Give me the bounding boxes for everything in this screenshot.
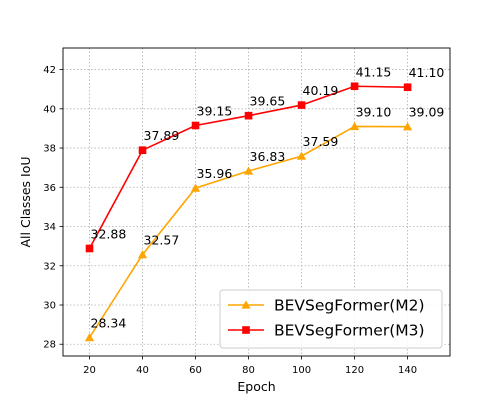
series-layer — [84, 82, 413, 342]
y-tick-label: 38 — [43, 144, 56, 155]
data-point-series-1 — [190, 183, 201, 192]
data-point-series-1 — [243, 166, 254, 175]
x-tick-label: 60 — [189, 365, 202, 376]
legend-box — [219, 289, 443, 349]
data-label-series-2: 32.88 — [91, 226, 127, 241]
y-tick-label: 30 — [43, 300, 56, 311]
data-point-series-1 — [137, 249, 148, 259]
data-label-series-1: 37.59 — [303, 134, 339, 149]
x-tick-label: 140 — [398, 365, 417, 376]
data-label-series-2: 40.19 — [303, 83, 339, 98]
data-label-series-1: 28.34 — [91, 316, 127, 331]
y-tick-label: 34 — [43, 222, 56, 233]
data-point-series-2 — [350, 82, 359, 91]
data-point-series-1 — [349, 121, 360, 131]
legend-entry: BEVSegFormer(M3) — [274, 322, 425, 340]
y-tick-label: 40 — [43, 104, 56, 115]
data-label-series-2: 41.10 — [409, 65, 445, 80]
data-labels: 28.34 32.57 35.96 36.83 37.59 39.10 39.09 32.88… — [91, 64, 445, 330]
legend-marker — [242, 326, 250, 334]
data-point-series-2 — [244, 111, 253, 120]
data-label-series-1: 39.09 — [409, 105, 445, 120]
data-point-series-1 — [402, 122, 413, 131]
y-axis-label: All Classes IoU — [18, 156, 33, 247]
data-point-series-1 — [296, 151, 307, 160]
x-tick-label: 20 — [83, 365, 96, 376]
x-tick-label: 100 — [292, 365, 311, 376]
data-label-series-1: 36.83 — [250, 149, 286, 164]
data-label-series-2: 41.15 — [356, 64, 392, 79]
data-label-series-1: 39.10 — [356, 104, 392, 119]
data-label-series-2: 39.15 — [197, 103, 233, 118]
x-axis-label: Epoch — [237, 379, 275, 394]
data-point-series-1 — [84, 332, 95, 342]
y-tick-label: 36 — [43, 183, 56, 194]
x-tick-label: 40 — [136, 365, 149, 376]
data-label-series-2: 39.65 — [250, 94, 286, 109]
legend: BEVSegFormer(M2) BEVSegFormer(M3) — [219, 289, 443, 349]
data-point-series-2 — [85, 244, 94, 253]
legend-marker — [241, 300, 251, 309]
legend-entry: BEVSegFormer(M2) — [274, 297, 425, 315]
y-tick-label: 32 — [43, 261, 56, 272]
x-tick-label: 120 — [345, 365, 364, 376]
data-label-series-2: 37.89 — [144, 128, 180, 143]
data-point-series-2 — [297, 101, 306, 109]
axis-ticks: 20 40 60 80 100 120 140 28 30 32 34 36 38 40 42 — [43, 65, 417, 376]
data-point-series-2 — [138, 146, 147, 155]
data-point-series-2 — [191, 121, 200, 130]
x-tick-label: 80 — [242, 365, 255, 376]
y-tick-label: 42 — [43, 65, 56, 76]
data-label-series-1: 32.57 — [144, 233, 180, 248]
y-tick-label: 28 — [43, 340, 56, 351]
data-point-series-2 — [403, 83, 412, 92]
plot-frame — [62, 47, 451, 357]
data-label-series-1: 35.96 — [197, 166, 233, 181]
